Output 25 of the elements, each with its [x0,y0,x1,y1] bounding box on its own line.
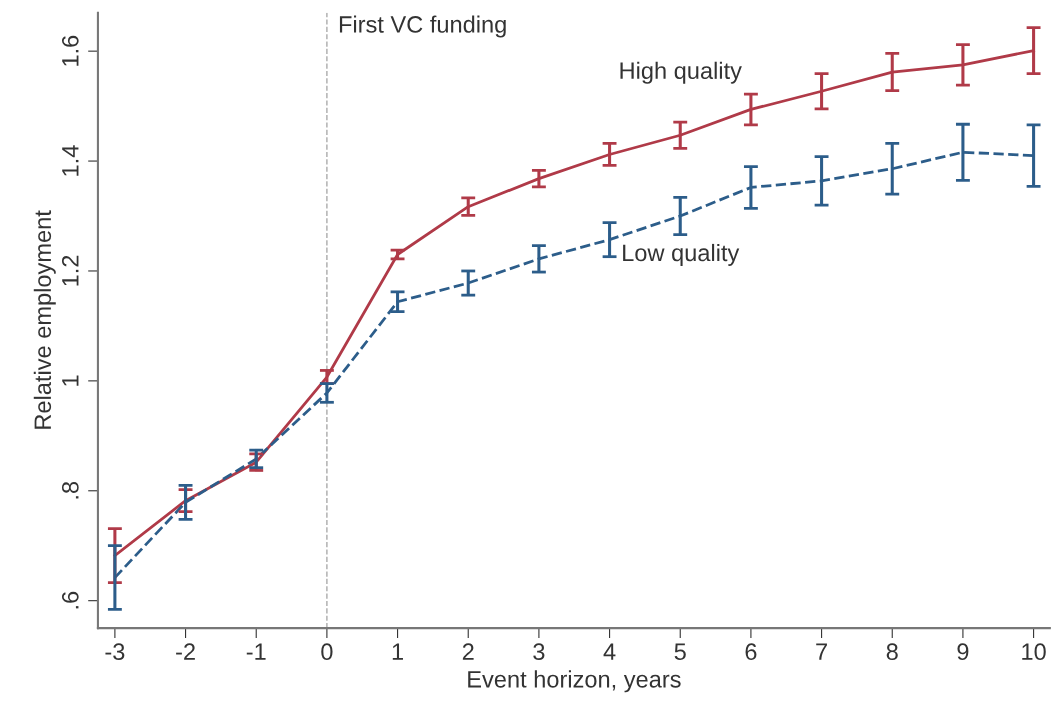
x-axis-title: Event horizon, years [468,670,681,693]
x-tick-label: 3 [533,643,545,661]
x-tick-label: 7 [816,643,827,660]
y-tick-label: 1.4 [62,145,79,176]
series-label: High quality [620,61,742,84]
y-tick-label: .6 [61,591,79,609]
x-tick-label: 10 [1022,643,1046,661]
ref-line-label: First VC funding [339,15,506,38]
y-tick-label: 1.6 [61,35,79,66]
y-tick-label: 1 [62,375,79,386]
x-tick-label: 1 [392,643,403,660]
x-tick-label: -3 [105,643,125,661]
x-tick-label: 5 [674,643,686,661]
x-tick-label: 4 [603,643,616,660]
x-tick-label: -1 [246,643,266,660]
x-tick-label: 9 [957,643,969,661]
y-tick-label: 1.2 [61,255,79,286]
x-tick-label: 8 [886,643,898,661]
series-label: Low quality [623,243,740,266]
y-axis-title: Relative employment [33,210,56,429]
y-tick-label: .8 [61,481,79,499]
x-tick-label: 2 [462,643,474,660]
x-tick-label: 0 [321,643,333,661]
x-tick-label: 6 [745,643,757,661]
x-tick-label: -2 [176,643,195,660]
